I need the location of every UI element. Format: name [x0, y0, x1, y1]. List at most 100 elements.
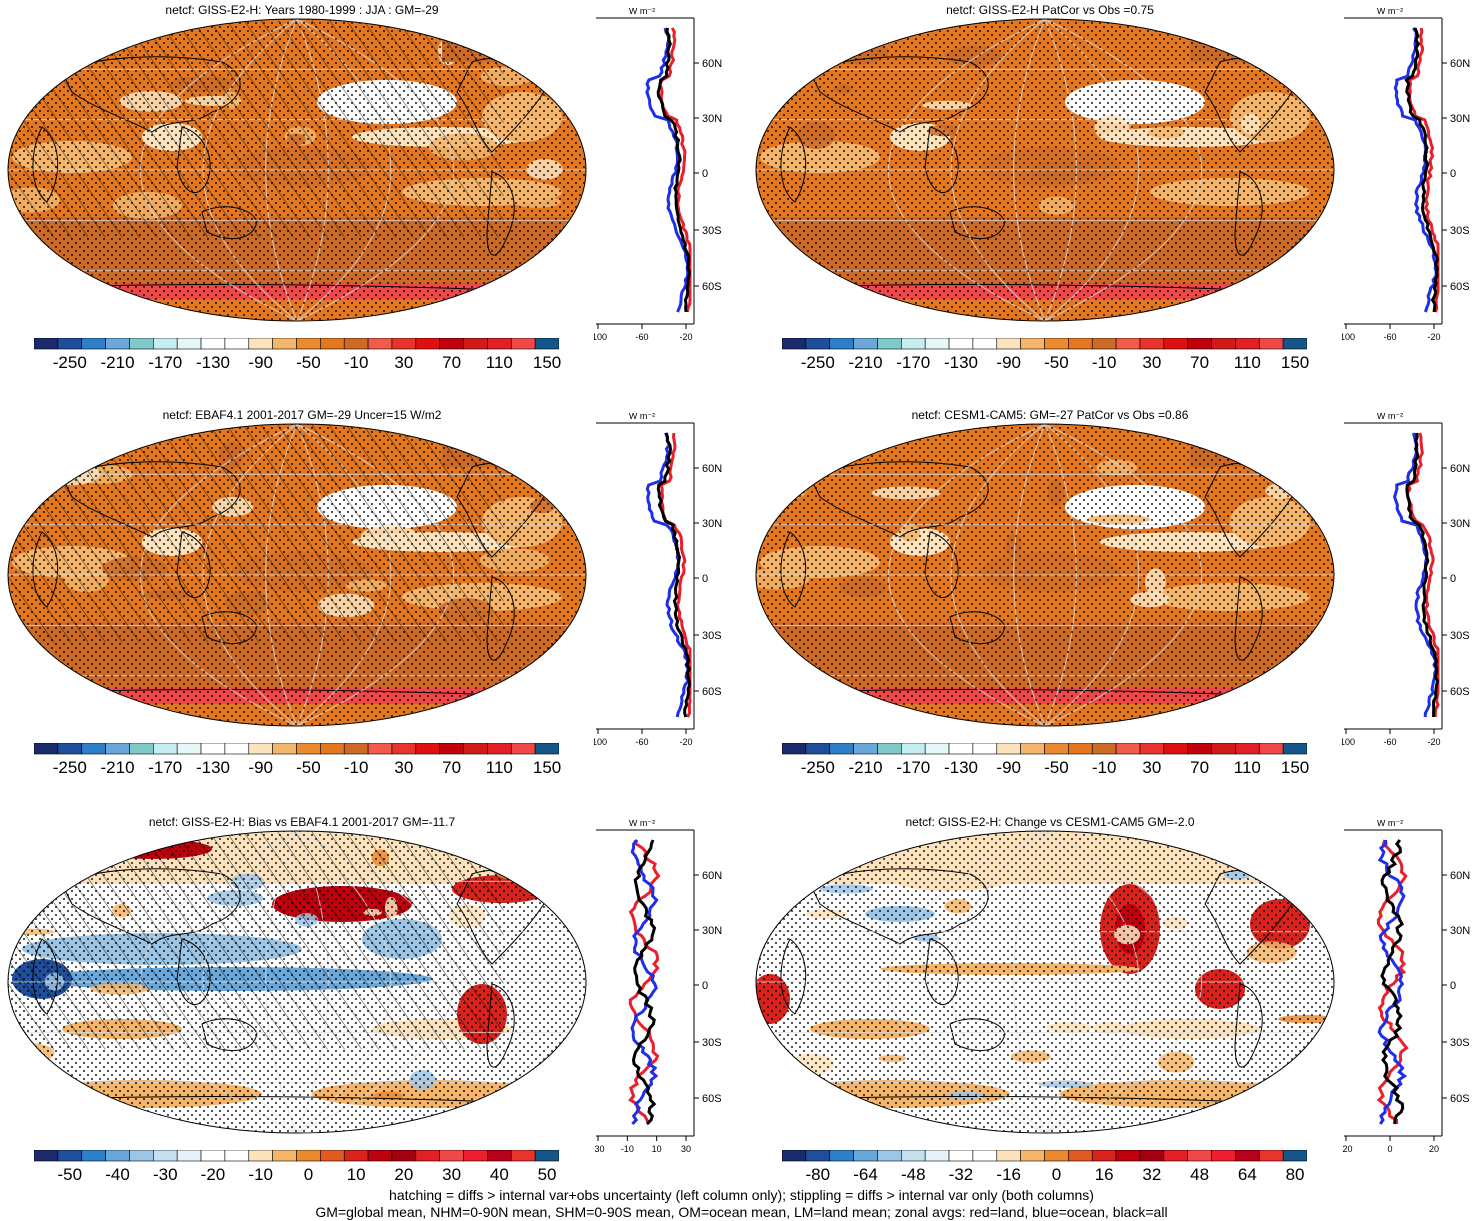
colorbar-label: 16	[1094, 1165, 1114, 1184]
zonal-x-tick-label: 30	[681, 1144, 691, 1154]
colorbar: -250 -210 -170 -130 -90 -50 -10 30 70 110 150	[34, 338, 562, 378]
colorbar-swatch	[224, 1150, 250, 1162]
colorbar-swatch	[534, 743, 559, 755]
colorbar-swatch	[924, 1150, 950, 1162]
colorbar-swatch	[391, 1150, 417, 1162]
zonal-x-tick-label: -60	[635, 332, 648, 342]
colorbar-swatch	[948, 1150, 974, 1162]
colorbar-label: 30	[394, 353, 414, 372]
lat-tick-label: 30N	[702, 113, 722, 125]
panel-p5: netcf: GISS-E2-H: Bias vs EBAF4.1 2001-2…	[2, 815, 732, 1215]
zonal-unit-label: W m⁻²	[1377, 820, 1403, 828]
colorbar-swatch	[1020, 338, 1045, 350]
colorbar-swatch	[343, 1150, 369, 1162]
lat-tick-label: 30S	[1450, 1037, 1470, 1049]
colorbar-swatch	[224, 743, 250, 755]
lat-tick-label: 60S	[702, 281, 722, 293]
colorbar-swatch	[782, 338, 807, 350]
colorbar-label: 70	[442, 353, 462, 372]
zonal-mean-plot: W m⁻² 60N 30N 0 30S 60S -100 -60 -20	[594, 8, 722, 342]
colorbar-swatch	[924, 338, 950, 350]
colorbar-swatch	[1187, 1150, 1212, 1162]
colorbar-label: 0	[303, 1165, 314, 1184]
colorbar-label: 150	[1280, 758, 1310, 777]
colorbar-swatch	[1115, 338, 1141, 350]
colorbar-label: -64	[853, 1165, 878, 1184]
colorbar-label: -250	[800, 353, 835, 372]
colorbar-label: 40	[489, 1165, 509, 1184]
colorbar-swatch	[272, 1150, 297, 1162]
colorbar-swatch	[1235, 338, 1260, 350]
lat-tick-label: 0	[702, 573, 708, 585]
colorbar-swatch	[463, 338, 488, 350]
colorbar-swatch	[57, 1150, 83, 1162]
lat-tick-label: 60N	[702, 58, 722, 70]
panel-p2: netcf: GISS-E2-H PatCor vs Obs =0.75 W m⁻…	[750, 3, 1480, 403]
zonal-all-line	[631, 839, 657, 1126]
colorbar-label: -130	[943, 758, 978, 777]
robinson-map	[755, 18, 1335, 322]
lat-tick-label: 0	[1450, 168, 1456, 180]
zonal-mean-plot: W m⁻² 60N 30N 0 30S 60S -100 -60 -20	[594, 413, 722, 747]
colorbar-label: -80	[805, 1165, 831, 1184]
colorbar-swatch	[1044, 1150, 1069, 1162]
lat-tick-label: 60N	[1450, 870, 1470, 882]
zonal-x-tick-label: -20	[679, 332, 692, 342]
colorbar-label: -50	[57, 1165, 83, 1184]
colorbar-swatch	[782, 743, 807, 755]
colorbar-swatch	[1091, 743, 1117, 755]
zonal-unit-label: W m⁻²	[1377, 8, 1403, 16]
colorbar-label: -50	[296, 758, 321, 777]
colorbar-swatch	[829, 338, 854, 350]
colorbar-swatch	[901, 1150, 926, 1162]
colorbar-swatch	[853, 1150, 878, 1162]
lat-tick-label: 60S	[1450, 1093, 1470, 1105]
colorbar-label: -90	[996, 353, 1021, 372]
colorbar-swatch	[272, 743, 297, 755]
zonal-land-line	[658, 27, 692, 313]
colorbar-label: -130	[195, 353, 230, 372]
colorbar-label: 30	[1142, 353, 1162, 372]
zonal-land-line	[1407, 27, 1440, 313]
colorbar-label: -250	[52, 758, 87, 777]
colorbar-label: 70	[442, 758, 462, 777]
colorbar-swatch	[176, 1150, 202, 1162]
colorbar-label: 32	[1142, 1165, 1162, 1184]
colorbar-swatch	[510, 1150, 536, 1162]
lat-tick-label: 30S	[702, 1037, 722, 1049]
zonal-x-tick-label: -100	[594, 332, 607, 342]
colorbar-swatch	[296, 338, 321, 350]
colorbar-swatch	[510, 338, 536, 350]
colorbar-swatch	[463, 743, 488, 755]
map-title: netcf: GISS-E2-H: Bias vs EBAF4.1 2001-2…	[148, 815, 456, 829]
colorbar-swatch	[415, 1150, 440, 1162]
zonal-mean-plot: W m⁻² 60N 30N 0 30S 60S -20 0 20	[1342, 820, 1470, 1154]
colorbar-swatch	[57, 743, 83, 755]
colorbar-swatch	[1163, 743, 1188, 755]
lat-tick-label: 60S	[1450, 686, 1470, 698]
colorbar-swatch	[924, 743, 950, 755]
colorbar-swatch	[105, 1150, 130, 1162]
colorbar-swatch	[901, 338, 926, 350]
colorbar-swatch	[200, 743, 226, 755]
colorbar: -250 -210 -170 -130 -90 -50 -10 30 70 110 150	[782, 743, 1310, 783]
colorbar-swatch	[853, 743, 878, 755]
colorbar-swatch	[1139, 338, 1165, 350]
colorbar-swatch	[1282, 1150, 1307, 1162]
colorbar-label: -40	[105, 1165, 130, 1184]
colorbar-label: 80	[1285, 1165, 1305, 1184]
lat-tick-label: 30N	[1450, 925, 1470, 937]
colorbar-swatch	[153, 1150, 178, 1162]
colorbar-swatch	[296, 1150, 321, 1162]
colorbar-swatch	[1211, 1150, 1236, 1162]
colorbar-label: 150	[532, 353, 562, 372]
colorbar-swatch	[248, 743, 273, 755]
colorbar-label: -210	[100, 758, 135, 777]
colorbar-swatch	[1020, 1150, 1045, 1162]
colorbar-swatch	[81, 1150, 106, 1162]
lat-tick-label: 30N	[1450, 518, 1470, 530]
colorbar-swatch	[1258, 1150, 1284, 1162]
zonal-x-tick-label: 10	[652, 1144, 662, 1154]
robinson-map	[755, 830, 1335, 1134]
colorbar-label: 110	[1233, 353, 1261, 372]
